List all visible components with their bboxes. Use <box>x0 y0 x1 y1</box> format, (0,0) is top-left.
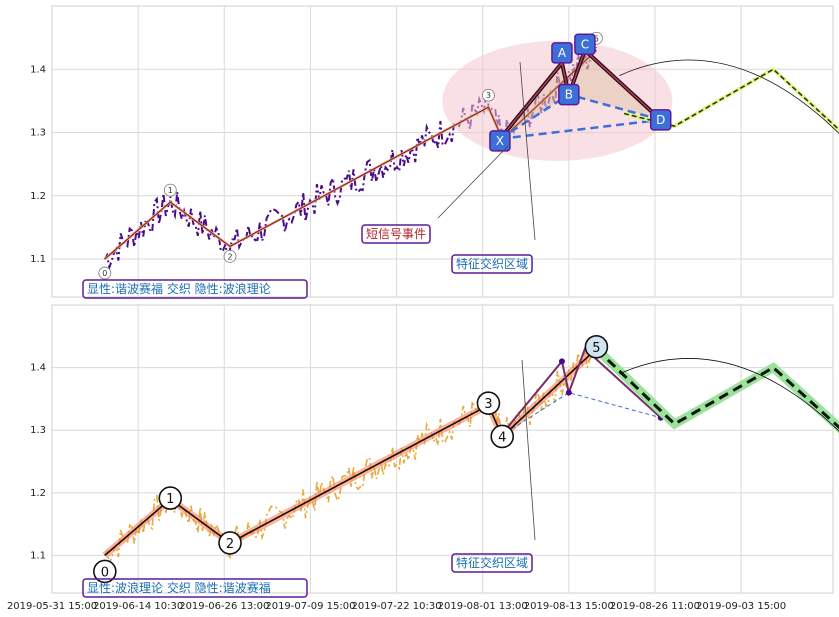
legend-annotation-box <box>82 279 308 299</box>
arrow-feature-zone <box>521 359 536 541</box>
y-tick-label: 1.3 <box>30 425 46 436</box>
wave-point-label: 0 <box>102 269 107 278</box>
harmonic-point-dot <box>565 389 572 396</box>
wave-point-marker <box>163 183 177 197</box>
legend-annotation: 显性:波浪理论 交织 隐性:谐波赛福 <box>87 580 271 595</box>
harmonic-point-box <box>649 109 672 131</box>
x-tick-label: 2019-08-13 15:00 <box>524 601 614 612</box>
wave-point-label: 1 <box>168 186 173 195</box>
harmonic-point-box <box>489 130 511 152</box>
plot-area <box>51 5 834 298</box>
wave-point-marker <box>482 88 495 102</box>
x-tick-label: 2019-07-09 15:00 <box>265 601 355 612</box>
wave-point-label: 5 <box>594 34 599 43</box>
wave-point-marker <box>490 424 515 449</box>
top-panel: 1.1 1.2 1.3 1.4 0 1 2 3 5 X A B C D 短信号事件特征交织区域显性:谐波赛福… <box>30 5 839 299</box>
x-tick-label: 2019-05-31 15:00 <box>7 601 97 612</box>
short-signal-annotation: 短信号事件 <box>366 227 426 241</box>
x-tick-label: 2019-08-26 11:00 <box>610 601 700 612</box>
y-tick-label: 1.2 <box>30 488 46 499</box>
y-tick-label: 1.1 <box>30 254 46 265</box>
wave-point-label: 3 <box>486 91 491 100</box>
wave-point-marker <box>158 486 183 510</box>
x-tick-label: 2019-06-26 13:00 <box>179 601 269 612</box>
projection-line <box>623 68 839 131</box>
feature-zone-annotation-box <box>451 254 533 274</box>
harmonic-point-label: C <box>581 37 589 51</box>
feature-zone-annotation: 特征交织区域 <box>456 555 528 570</box>
projection-arc <box>619 59 839 135</box>
wave-point-label: 3 <box>484 397 492 412</box>
arrow-feature-zone <box>519 61 536 241</box>
wave-line <box>104 49 597 260</box>
feature-zone-annotation-box <box>451 553 533 573</box>
wave-line <box>104 348 597 557</box>
wave-point-label: 4 <box>498 430 506 445</box>
projection-arc <box>619 358 839 432</box>
x-tick-label: 2019-06-14 10:30 <box>93 601 183 612</box>
harmonic-point-box <box>558 83 580 106</box>
legend-annotation-box <box>82 578 308 598</box>
short-signal-annotation-box <box>361 224 431 244</box>
wave-point-marker <box>93 559 117 584</box>
feature-zone-annotation: 特征交织区域 <box>456 256 528 271</box>
wave-point-marker <box>584 335 609 359</box>
wave-point-label: 5 <box>592 341 600 356</box>
harmonic-point-label: D <box>656 113 665 127</box>
plot-area <box>51 304 834 594</box>
projection-line <box>595 347 839 430</box>
wave-point-marker <box>476 391 501 415</box>
x-tick-label: 2019-08-01 13:00 <box>438 601 528 612</box>
harmonic-point-label: A <box>558 46 567 60</box>
wave-point-label: 2 <box>227 252 232 261</box>
arrow-short-signal <box>437 145 509 219</box>
wave-point-marker <box>218 531 242 555</box>
y-tick-label: 1.4 <box>30 64 46 75</box>
wave-point-label: 2 <box>226 537 234 552</box>
y-tick-label: 1.4 <box>30 363 46 374</box>
wave-point-marker <box>223 249 237 263</box>
harmonic-point-box <box>574 33 596 56</box>
harmonic-triangle-bcd <box>568 50 661 120</box>
harmonic-point-label: B <box>565 88 573 102</box>
harmonic-point-label: X <box>496 134 504 148</box>
y-tick-label: 1.2 <box>30 191 46 202</box>
x-tick-label: 2019-09-03 15:00 <box>696 601 786 612</box>
harmonic-point-dot <box>558 358 565 365</box>
harmonic-point-box <box>551 42 573 64</box>
y-tick-label: 1.3 <box>30 128 46 139</box>
wave-point-label: 1 <box>166 492 174 507</box>
wave-point-marker <box>98 266 112 280</box>
x-tick-label: 2019-07-22 10:30 <box>351 601 441 612</box>
legend-annotation: 显性:谐波赛福 交织 隐性:波浪理论 <box>87 281 271 296</box>
wave-point-label: 0 <box>101 565 109 580</box>
y-tick-label: 1.1 <box>30 550 46 561</box>
